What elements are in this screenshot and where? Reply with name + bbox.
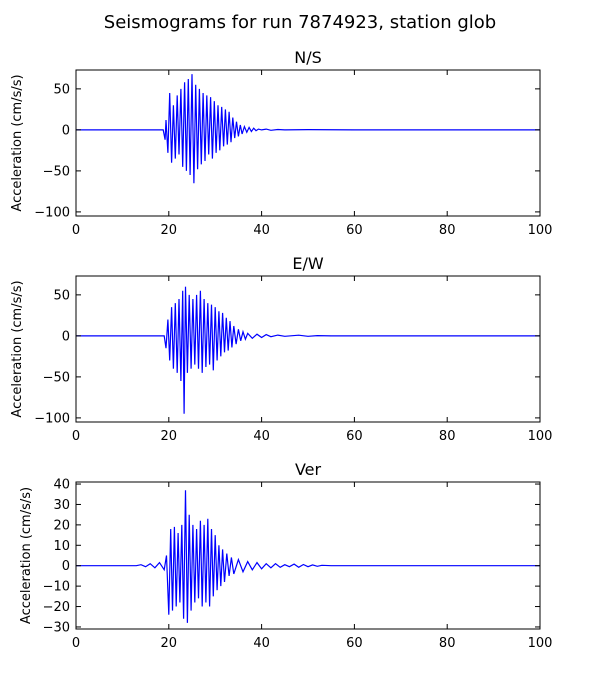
y-tick-label: −50: [43, 370, 70, 385]
x-tick-label: 40: [253, 636, 270, 651]
figure-title: Seismograms for run 7874923, station glo…: [104, 12, 496, 33]
x-tick-label: 40: [253, 429, 270, 444]
panel-title: N/S: [294, 48, 322, 67]
panel-title: E/W: [292, 254, 324, 273]
axes-frame: [75, 481, 541, 630]
x-tick-label: 0: [72, 223, 80, 238]
y-axis-label: Acceleration (cm/s/s): [19, 487, 34, 624]
series-line: [76, 286, 540, 414]
axes-frame: [75, 69, 541, 217]
x-tick-label: 100: [528, 223, 553, 238]
y-tick-label: −30: [43, 620, 70, 635]
x-tick-label: 80: [439, 636, 456, 651]
x-tick-label: 20: [161, 636, 178, 651]
x-tick-label: 80: [439, 429, 456, 444]
x-tick-label: 100: [528, 429, 553, 444]
x-tick-label: 20: [161, 223, 178, 238]
x-tick-label: 60: [346, 429, 363, 444]
panel-title: Ver: [295, 460, 322, 479]
y-tick-label: 50: [53, 288, 70, 303]
axes-frame: [75, 275, 541, 423]
series-line: [76, 490, 540, 623]
y-tick-label: 0: [62, 559, 70, 574]
y-tick-label: 30: [53, 498, 70, 513]
y-tick-label: −10: [43, 580, 70, 595]
y-tick-label: 0: [62, 329, 70, 344]
x-tick-label: 20: [161, 429, 178, 444]
y-tick-label: −100: [34, 205, 70, 220]
panel-3: 0 20 40 60 80 100403020100−10−20−30VerAcceler…: [19, 460, 552, 651]
x-tick-label: 60: [346, 636, 363, 651]
x-tick-label: 100: [528, 636, 553, 651]
y-tick-label: −50: [43, 164, 70, 179]
x-tick-label: 60: [346, 223, 363, 238]
y-tick-label: 0: [62, 123, 70, 138]
x-tick-label: 40: [253, 223, 270, 238]
y-tick-label: −20: [43, 600, 70, 615]
panel-2: 0 20 40 60 80 100 50 0 −50 −100 E/W Acceleration (c…: [10, 254, 552, 444]
y-tick-label: 50: [53, 82, 70, 97]
y-axis-label: Acceleration (cm/s/s): [10, 74, 25, 211]
y-axis-label: Acceleration (cm/s/s): [10, 280, 25, 417]
series-line: [76, 74, 540, 184]
y-tick-label: 10: [53, 539, 70, 554]
panel-1: 0 20 40 60 80 100 50 0 −50 −100 N/S Acceleration (c…: [10, 48, 552, 238]
y-tick-label: 40: [53, 478, 70, 493]
y-tick-label: 20: [53, 518, 70, 533]
x-tick-label: 0: [72, 636, 80, 651]
y-tick-label: −100: [34, 411, 70, 426]
x-tick-label: 0: [72, 429, 80, 444]
x-tick-label: 80: [439, 223, 456, 238]
